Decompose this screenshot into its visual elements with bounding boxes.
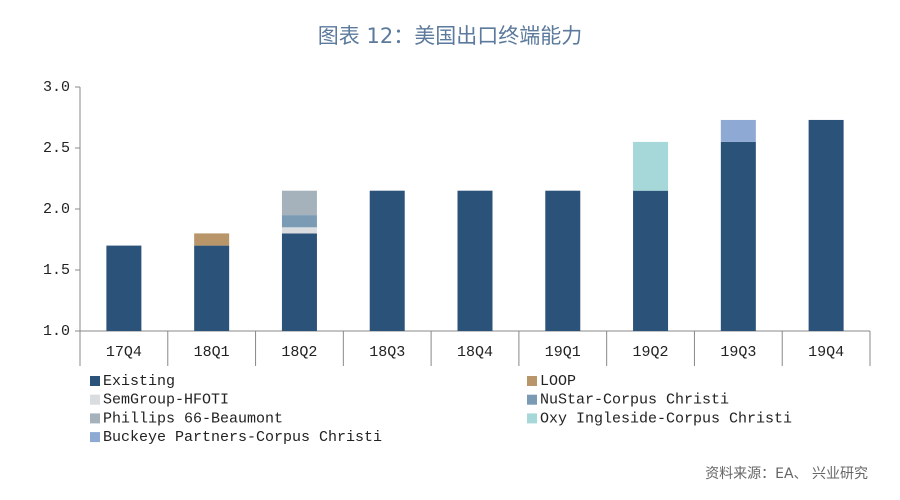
legend-label: Existing [103,373,175,390]
legend-label: Oxy Ingleside-Corpus Christi [540,410,792,427]
bar-segment [720,141,756,331]
y-tick-label: 2.5 [43,140,70,157]
legend-label: Buckeye Partners-Corpus Christi [103,429,382,446]
legend-label: LOOP [540,373,576,390]
bar-segment [457,190,493,331]
legend-label: Phillips 66-Beaumont [103,410,283,427]
x-tick-label: 18Q3 [369,344,405,361]
chart-title: 图表 12：美国出口终端能力 [318,24,582,48]
x-tick-label: 18Q1 [194,344,230,361]
y-tick-label: 2.0 [43,201,70,218]
legend-swatch [90,413,100,424]
bar-segment [281,233,317,331]
legend-label: SemGroup-HFOTI [103,392,229,409]
source: 资料来源：EA、 兴业研究 [705,466,868,482]
y-tick-label: 1.5 [43,262,70,279]
legend-swatch [527,376,537,386]
x-tick-label: 19Q4 [808,344,844,361]
bar-segment [808,119,844,331]
legend-label: NuStar-Corpus Christi [540,392,729,409]
bar-segment [194,233,230,246]
bar-segment [720,119,756,142]
bar-segment [106,245,142,331]
legend-swatch [90,376,100,386]
y-tick-label: 3.0 [43,79,70,96]
x-tick-label: 19Q2 [633,344,669,361]
legend-swatch [527,413,537,424]
bar-segment [281,190,317,216]
bar-segment [545,190,581,331]
bar-segment [633,190,669,331]
legend-swatch [90,432,100,443]
bar-segment [281,215,317,228]
x-tick-label: 17Q4 [106,344,142,361]
bar-segment [633,141,669,191]
x-tick-label: 18Q2 [281,344,317,361]
x-tick-label: 18Q4 [457,344,493,361]
x-tick-label: 19Q3 [720,344,756,361]
bar-segment [194,245,230,331]
bar-segment [369,190,405,331]
legend-swatch [90,394,100,405]
bar-segment [281,227,317,234]
legend-swatch [527,394,537,405]
x-tick-label: 19Q1 [545,344,581,361]
y-tick-label: 1.0 [43,323,70,340]
